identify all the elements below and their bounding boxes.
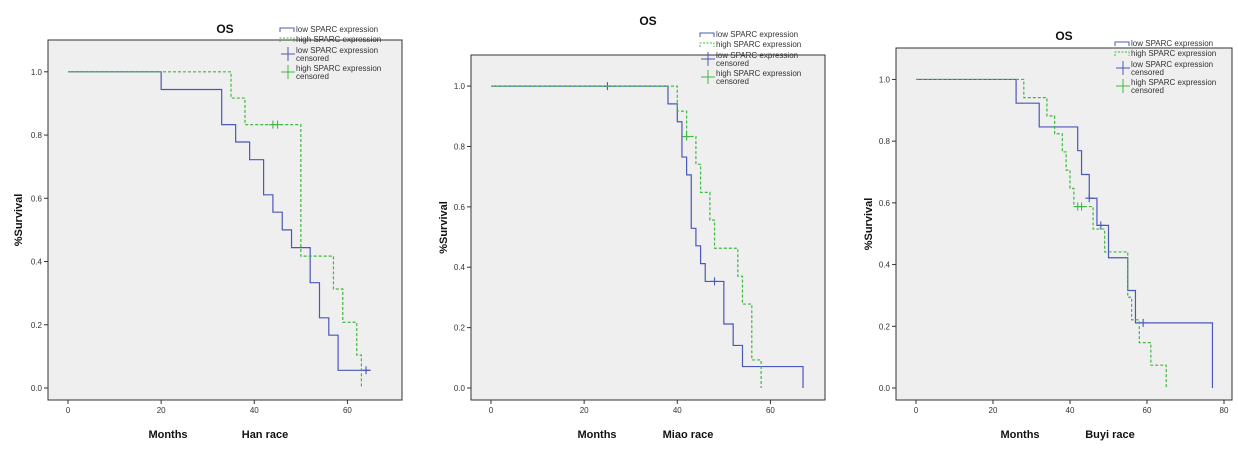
y-axis-label: %Survival bbox=[863, 198, 875, 251]
chart-caption: Miao race bbox=[663, 429, 714, 441]
chart-title: OS bbox=[216, 22, 233, 36]
x-tick-label: 40 bbox=[250, 406, 259, 415]
x-axis-label: Months bbox=[148, 429, 187, 441]
legend-swatch bbox=[699, 32, 715, 37]
km-chart: OS %Survival Months Buyi race 0 20 40 60 80 0.0 0.… bbox=[863, 29, 1233, 441]
legend-censor-swatch bbox=[1116, 61, 1130, 75]
x-axis-label: Months bbox=[577, 429, 616, 441]
y-tick-label: 0.4 bbox=[31, 258, 43, 267]
y-tick-label: 0.6 bbox=[454, 203, 466, 212]
y-tick-label: 0.8 bbox=[879, 137, 891, 146]
y-tick-label: 0.6 bbox=[879, 199, 891, 208]
km-curve-low bbox=[68, 71, 371, 371]
y-tick-label: 0.4 bbox=[454, 263, 466, 272]
y-tick-label: 0.6 bbox=[31, 194, 43, 203]
x-tick-label: 40 bbox=[1066, 406, 1075, 415]
y-tick-label: 1.0 bbox=[879, 75, 891, 84]
legend-censor-swatch bbox=[281, 47, 295, 61]
legend-swatch bbox=[699, 42, 715, 47]
x-tick-label: 60 bbox=[1143, 406, 1152, 415]
censor-mark-low bbox=[1085, 194, 1094, 203]
censor-mark-high bbox=[1077, 202, 1086, 211]
y-tick-label: 0.0 bbox=[454, 384, 466, 393]
x-axis-label: Months bbox=[1000, 429, 1039, 441]
legend-label: low SPARC expression bbox=[716, 30, 798, 39]
x-tick-label: 80 bbox=[1220, 406, 1229, 415]
x-tick-label: 20 bbox=[580, 406, 589, 415]
km-curve-low bbox=[491, 85, 804, 388]
legend-swatch bbox=[279, 37, 295, 42]
legend-censor-swatch bbox=[701, 52, 715, 66]
plot-area bbox=[47, 39, 403, 401]
legend-label: high SPARC expression censored bbox=[1131, 78, 1216, 95]
censor-mark-low bbox=[1096, 221, 1105, 230]
legend-label: low SPARC expression censored bbox=[296, 46, 378, 63]
legend-swatch bbox=[1114, 51, 1130, 56]
y-tick-label: 0.0 bbox=[879, 384, 891, 393]
legend-label: low SPARC expression bbox=[1131, 39, 1213, 48]
legend-label: high SPARC expression bbox=[296, 35, 381, 44]
y-tick-label: 0.0 bbox=[31, 384, 43, 393]
x-tick-label: 60 bbox=[766, 406, 775, 415]
legend-label: high SPARC expression bbox=[716, 40, 801, 49]
chart-title: OS bbox=[1055, 29, 1072, 43]
censor-mark-low bbox=[1139, 318, 1148, 327]
legend-label: high SPARC expression censored bbox=[716, 69, 801, 86]
legend-label: low SPARC expression bbox=[296, 25, 378, 34]
legend-censor-swatch bbox=[701, 70, 715, 84]
y-axis-label: %Survival bbox=[438, 201, 450, 254]
legend-swatch bbox=[279, 27, 295, 32]
plot-area bbox=[470, 54, 826, 401]
y-tick-label: 0.4 bbox=[879, 261, 891, 270]
x-tick-label: 60 bbox=[343, 406, 352, 415]
y-tick-label: 1.0 bbox=[454, 82, 466, 91]
y-tick-label: 0.8 bbox=[31, 131, 43, 140]
y-tick-label: 0.2 bbox=[454, 324, 466, 333]
y-tick-label: 0.8 bbox=[454, 142, 466, 151]
y-tick-label: 1.0 bbox=[31, 68, 43, 77]
legend-swatch bbox=[1114, 41, 1130, 46]
x-tick-label: 20 bbox=[989, 406, 998, 415]
censor-mark-low bbox=[362, 366, 371, 375]
plot-area bbox=[895, 47, 1233, 401]
km-chart: OS %Survival Months Han race 0 20 40 60 0.0 0.2 0.… bbox=[13, 22, 403, 441]
chart-title: OS bbox=[639, 14, 656, 28]
legend-censor-swatch bbox=[1116, 79, 1130, 93]
x-tick-label: 20 bbox=[157, 406, 166, 415]
x-tick-label: 0 bbox=[489, 406, 494, 415]
x-tick-label: 0 bbox=[914, 406, 919, 415]
censor-mark-low bbox=[710, 277, 719, 286]
x-tick-label: 0 bbox=[66, 406, 71, 415]
censor-mark-high bbox=[682, 132, 691, 141]
y-tick-label: 0.2 bbox=[879, 322, 891, 331]
legend-censor-swatch bbox=[281, 65, 295, 79]
legend-label: high SPARC expression bbox=[1131, 49, 1216, 58]
censor-mark-high bbox=[273, 120, 282, 129]
y-axis-label: %Survival bbox=[13, 194, 25, 247]
km-curve-high bbox=[68, 71, 362, 388]
km-curve-high bbox=[491, 85, 762, 388]
legend-label: low SPARC expression censored bbox=[1131, 60, 1213, 77]
km-chart: OS %Survival Months Miao race 0 20 40 60 0.0 0.2 0… bbox=[438, 14, 826, 441]
legend-label: high SPARC expression censored bbox=[296, 64, 381, 81]
chart-caption: Buyi race bbox=[1085, 429, 1135, 441]
y-tick-label: 0.2 bbox=[31, 321, 43, 330]
legend-label: low SPARC expression censored bbox=[716, 51, 798, 68]
x-tick-label: 40 bbox=[673, 406, 682, 415]
chart-caption: Han race bbox=[242, 429, 288, 441]
